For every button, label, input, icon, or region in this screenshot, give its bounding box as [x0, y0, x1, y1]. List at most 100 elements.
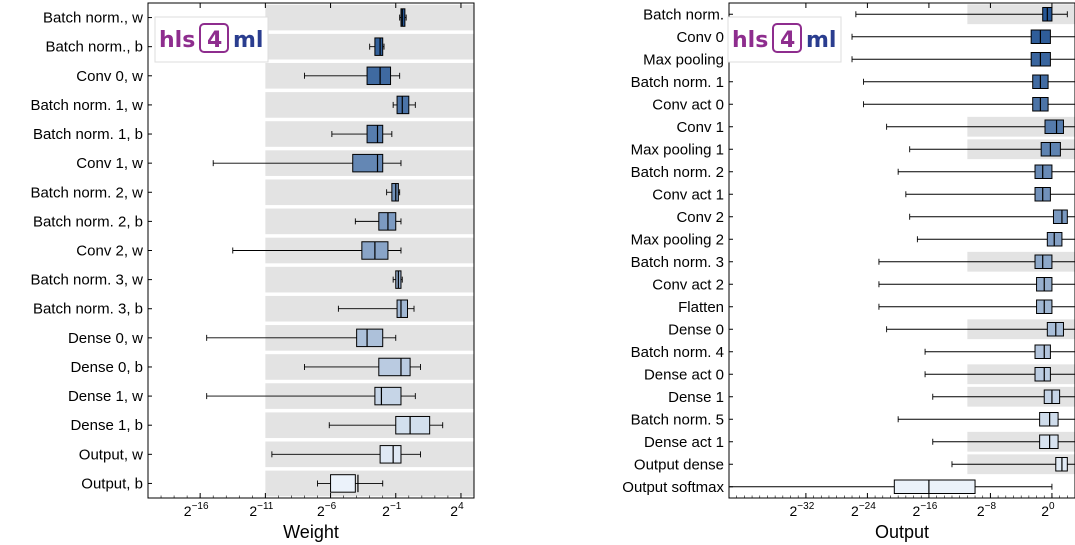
outputs-category-label: Max pooling 2 [631, 231, 724, 248]
outputs-category-label: Batch norm. 4 [631, 344, 724, 361]
outputs-box-17 [932, 389, 1075, 404]
weights-shade-row [265, 4, 474, 31]
hls4ml-logo-right: hls 4 ml [727, 16, 842, 63]
outputs-category-label: Batch norm. 2 [631, 164, 724, 181]
weights-box-0 [399, 8, 407, 27]
weights-category-label: Conv 2, w [76, 243, 143, 260]
outputs-box-20 [951, 457, 1075, 472]
outputs-category-label: Dense act 1 [644, 434, 724, 451]
weights-category-label: Batch norm. 1, b [33, 126, 143, 143]
outputs-category-label: Conv act 0 [652, 96, 724, 113]
weights-shade-row [265, 179, 474, 206]
hls4ml-logo: hls 4 ml [154, 16, 269, 63]
outputs-category-label: Conv 1 [676, 119, 724, 136]
weights-category-label: Batch norm. 1, w [30, 97, 143, 114]
outputs-category-label: Batch norm. 5 [631, 411, 724, 428]
outputs-panel: Batch norm. Conv 0 Max pooling Batch norm. … [622, 2, 1075, 542]
outputs-category-label: Flatten [678, 299, 724, 316]
outputs-category-label: Max pooling [643, 51, 724, 68]
weights-category-label: Batch norm., w [43, 10, 143, 27]
outputs-category-label: Conv act 2 [652, 276, 724, 293]
weights-xtick-label: 2−16 [184, 501, 209, 519]
weights-box-13 [206, 386, 416, 406]
weights-shade-row [265, 266, 474, 293]
weights-category-label: Dense 1, w [68, 388, 143, 405]
weights-box-16 [317, 474, 384, 493]
outputs-box-4 [863, 97, 1075, 112]
weights-xtick-label: 2−11 [249, 501, 273, 519]
weights-box-5 [212, 153, 402, 173]
weights-box-1 [369, 37, 385, 56]
outputs-box-9 [909, 209, 1075, 224]
outputs-xtick-label: 2−24 [851, 501, 876, 519]
outputs-category-label: Dense 1 [668, 389, 724, 406]
outputs-xlabel: Output [875, 522, 929, 542]
outputs-xtick-label: 2−16 [913, 501, 938, 519]
weights-xlabel: Weight [283, 522, 339, 542]
outputs-xtick-label: 2−32 [790, 501, 815, 519]
weights-box-14 [328, 415, 444, 435]
outputs-box-8 [905, 187, 1075, 202]
outputs-box-18 [897, 412, 1075, 427]
weights-category-label: Conv 0, w [76, 68, 143, 85]
weights-category-label: Batch norm., b [45, 39, 143, 56]
weights-category-label: Batch norm. 3, w [30, 272, 143, 289]
logo-text-4: 4 [207, 28, 222, 53]
outputs-box-2 [851, 52, 1075, 67]
weights-box-15 [271, 445, 421, 464]
weights-box-2 [304, 66, 401, 86]
outputs-category-label: Batch norm. 3 [631, 254, 724, 271]
weights-box-9 [392, 270, 403, 289]
weights-category-label: Conv 1, w [76, 155, 143, 172]
outputs-box-10 [916, 232, 1075, 247]
logo-text-4-right: 4 [780, 28, 795, 53]
outputs-box-1 [851, 29, 1075, 44]
outputs-category-label: Batch norm. 1 [631, 74, 724, 91]
weights-category-label: Batch norm. 2, w [30, 184, 143, 201]
weights-box-11 [206, 328, 397, 348]
outputs-xtick-label: 20 [1041, 501, 1055, 519]
logo-text-hls-right: hls [732, 28, 768, 53]
outputs-box-7 [897, 164, 1075, 179]
logo-text-ml: ml [233, 28, 263, 53]
weights-category-label: Output, b [81, 475, 143, 492]
outputs-box-15 [924, 344, 1075, 359]
outputs-box-0 [855, 7, 1068, 22]
weights-box-4 [331, 124, 393, 144]
weights-xtick-label: 2−1 [382, 501, 402, 519]
outputs-box-13 [878, 299, 1075, 314]
outputs-box-14 [886, 322, 1075, 337]
outputs-xtick-label: 2−8 [977, 501, 997, 519]
weights-box-6 [386, 183, 401, 202]
weights-box-3 [392, 95, 416, 115]
outputs-category-label: Max pooling 1 [631, 141, 724, 158]
weights-category-label: Output, w [79, 446, 143, 463]
outputs-category-label: Conv act 1 [652, 186, 724, 203]
weights-category-label: Batch norm. 2, b [33, 213, 143, 230]
weights-category-label: Batch norm. 3, b [33, 301, 143, 318]
outputs-box-11 [878, 254, 1075, 269]
weights-box-10 [337, 299, 415, 318]
outputs-box-3 [863, 74, 1075, 89]
weights-box-8 [232, 241, 402, 260]
logo-text-ml-right: ml [806, 28, 836, 53]
weights-xtick-label: 2−6 [317, 501, 337, 519]
outputs-category-label: Dense 0 [668, 321, 724, 338]
weights-shade-row [265, 92, 474, 118]
weights-category-label: Dense 1, b [70, 417, 143, 434]
outputs-category-label: Batch norm. [643, 6, 724, 23]
weights-box-7 [354, 212, 402, 231]
outputs-box-6 [909, 142, 1075, 157]
outputs-category-label: Output softmax [622, 479, 724, 496]
outputs-box-16 [924, 367, 1075, 382]
outputs-box-12 [878, 277, 1075, 292]
weights-category-label: Dense 0, b [70, 359, 143, 376]
weights-category-label: Dense 0, w [68, 330, 143, 347]
outputs-category-label: Conv 0 [676, 29, 724, 46]
weights-box-12 [304, 357, 421, 377]
outputs-category-label: Conv 2 [676, 209, 724, 226]
weights-xtick-label: 24 [450, 501, 464, 519]
outputs-frame [728, 2, 1075, 499]
outputs-box-19 [932, 434, 1075, 449]
